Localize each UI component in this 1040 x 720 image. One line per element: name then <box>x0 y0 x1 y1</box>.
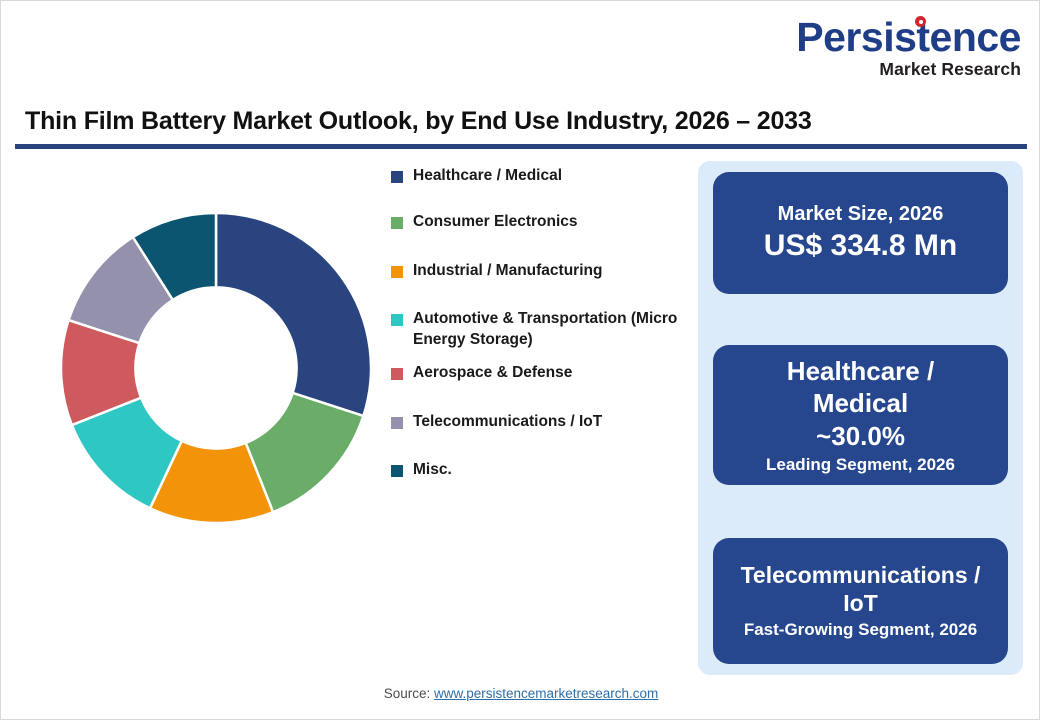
source-link[interactable]: www.persistencemarketresearch.com <box>433 686 659 701</box>
chart-legend: Healthcare / Medical Consumer Electronic… <box>391 166 691 481</box>
legend-item-healthcare-medical[interactable]: Healthcare / Medical <box>391 166 691 186</box>
legend-label: Consumer Electronics <box>413 213 578 231</box>
leading-segment-card: Healthcare / Medical ~30.0% Leading Segm… <box>713 345 1008 485</box>
donut-slice[interactable] <box>214 211 373 418</box>
logo-wordmark: Persistence <box>796 14 1021 60</box>
legend-label: Industrial / Manufacturing <box>413 261 603 279</box>
market-size-card: Market Size, 2026 US$ 334.8 Mn <box>713 172 1008 294</box>
legend-item-telecommunications-iot[interactable]: Telecommunications / IoT <box>391 412 691 432</box>
leading-segment-caption: Leading Segment, 2026 <box>766 455 955 475</box>
market-size-caption: Market Size, 2026 <box>777 202 944 225</box>
legend-label: Healthcare / Medical <box>413 167 563 184</box>
brand-logo: Persistence Market Research <box>796 14 1021 79</box>
legend-label: Misc. <box>413 461 452 479</box>
fast-growing-segment-name-line1: Telecommunications / <box>740 562 981 589</box>
legend-swatch-icon <box>391 314 403 327</box>
logo-dot-icon <box>915 16 927 27</box>
page-title: Thin Film Battery Market Outlook, by End… <box>25 107 812 135</box>
fast-growing-segment-card: Telecommunications / IoT Fast-Growing Se… <box>713 538 1008 664</box>
legend-swatch-icon <box>391 265 403 278</box>
legend-swatch-icon <box>391 465 403 478</box>
market-size-value: US$ 334.8 Mn <box>763 228 958 262</box>
logo-tagline: Market Research <box>879 59 1021 79</box>
donut-chart <box>46 196 386 541</box>
legend-swatch-icon <box>391 171 403 183</box>
legend-item-consumer-electronics[interactable]: Consumer Electronics <box>391 212 691 232</box>
legend-label: Aerospace & Defense <box>413 364 573 382</box>
legend-item-aerospace-defense[interactable]: Aerospace & Defense <box>391 363 691 383</box>
legend-swatch-icon <box>391 217 403 230</box>
stats-panel: Market Size, 2026 US$ 334.8 Mn Healthcar… <box>698 161 1023 675</box>
legend-item-industrial-manufacturing[interactable]: Industrial / Manufacturing <box>391 261 691 281</box>
source-footer: Source: www.persistencemarketresearch.co… <box>1 686 1040 701</box>
legend-label: Telecommunications / IoT <box>413 412 603 430</box>
donut-slice[interactable] <box>131 211 218 302</box>
legend-swatch-icon <box>391 416 403 429</box>
fast-growing-segment-caption: Fast-Growing Segment, 2026 <box>743 620 978 640</box>
legend-swatch-icon <box>391 368 403 381</box>
source-prefix: Source: <box>383 686 434 701</box>
leading-segment-name-line1: Healthcare / <box>786 355 935 386</box>
donut-chart-svg <box>59 211 373 525</box>
leading-segment-share: ~30.0% <box>816 420 905 451</box>
legend-label: Automotive & Transportation (Micro Energ… <box>413 310 678 348</box>
fast-growing-segment-name-line2: IoT <box>843 590 878 617</box>
leading-segment-name-line2: Medical <box>812 388 909 419</box>
legend-item-automotive-transportation[interactable]: Automotive & Transportation (Micro Energ… <box>391 309 691 350</box>
legend-item-misc[interactable]: Misc. <box>391 460 691 480</box>
title-divider <box>15 144 1027 149</box>
